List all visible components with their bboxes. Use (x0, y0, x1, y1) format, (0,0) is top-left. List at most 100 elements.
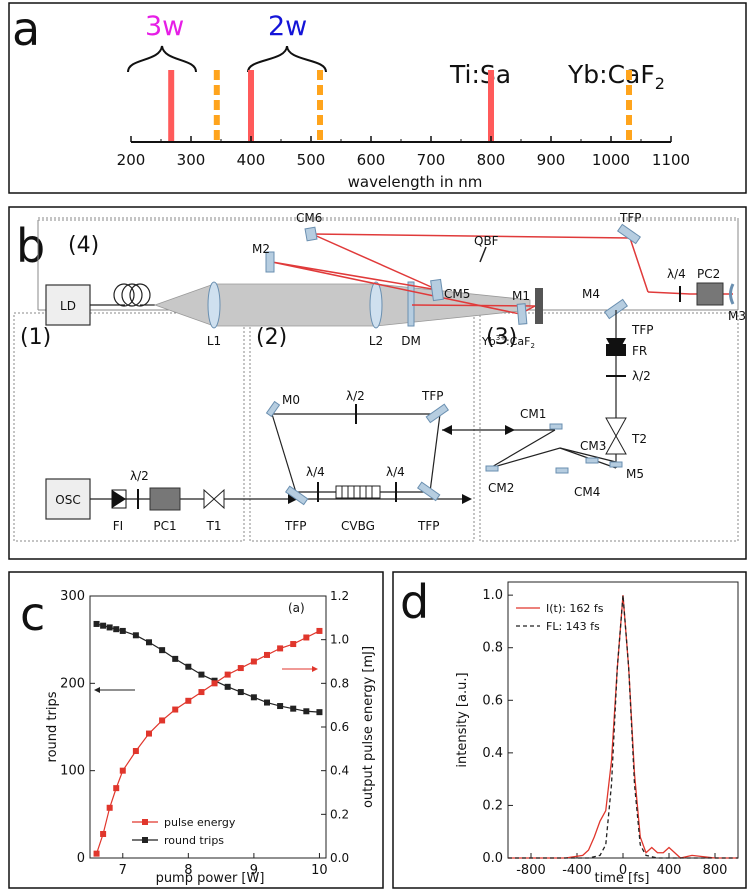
label-tfp-2b: TFP (284, 519, 306, 533)
panel-c-ytick-left-label: 100 (60, 764, 85, 779)
panel-d-xtick-label: -800 (516, 863, 546, 878)
pulse-energy-point (159, 717, 166, 724)
compressor-arrow-left (442, 425, 452, 435)
laser-diode-box (45, 284, 91, 326)
label-dm: DM (401, 334, 421, 348)
panel-d-ytick-label: 0.8 (482, 641, 503, 656)
round-trips-point (290, 705, 297, 712)
panel-a-tick-label: 800 (477, 151, 506, 169)
panel-c-xtick-label: 10 (311, 863, 328, 878)
panel-c-letter: c (20, 587, 45, 641)
round-trips-point (119, 627, 126, 634)
stretcher-out-arrow (462, 494, 472, 504)
label-cm3: CM3 (580, 439, 606, 453)
fourier-limit-trace (508, 595, 738, 859)
label-tisa: Ti:Sa (449, 60, 511, 89)
label-tfp-middle: TFP (631, 323, 653, 337)
panel-c-xtick-label: 9 (250, 863, 258, 878)
panel-d-xlabel: time [fs] (595, 871, 650, 886)
telescope-t2 (605, 417, 627, 455)
panel-c-ytick-right-label: 1.2 (330, 589, 349, 603)
label-tfp-2a: TFP (421, 389, 443, 403)
mirror-cm2 (485, 465, 499, 472)
panel-c-frame (8, 571, 384, 889)
label-cm4: CM4 (574, 485, 600, 499)
mirror-cm5 (430, 278, 444, 302)
pulse-energy-point (119, 767, 126, 774)
round-trips-point (316, 709, 323, 716)
panel-b-letter: b (16, 219, 45, 273)
round-trips-point (198, 671, 205, 678)
panel-d-ylabel: intensity [a.u.] (455, 672, 470, 767)
tfp-2a (284, 485, 309, 506)
qbf-element (479, 246, 487, 263)
mirror-m0 (265, 400, 281, 418)
label-3w: 3w (145, 11, 184, 42)
pulse-energy-point (264, 651, 270, 658)
round-trips-point (113, 626, 120, 633)
compressor-path-2 (559, 447, 617, 463)
label-ybcaf: Yb:CaF2 (567, 60, 665, 93)
panel-c-data (93, 620, 323, 857)
pulse-energy-point (106, 804, 113, 811)
round-trips-point (159, 647, 166, 654)
pulse-energy-point (237, 665, 244, 672)
fiber-coil (90, 283, 155, 307)
label-pc1: PC1 (153, 519, 176, 533)
label-lambda2-2: λ/2 (346, 389, 365, 403)
beam-path-crystal (411, 304, 536, 307)
compressor-arrow-right (505, 425, 515, 435)
label-tfp-top: TFP (619, 211, 641, 225)
legend-round-trips: round trips (164, 834, 224, 847)
pulse-energy-point (100, 830, 107, 837)
mirror-cm3 (585, 457, 599, 464)
panel-c-ytick-right-label: 0.4 (330, 764, 349, 778)
round-trips-point (250, 694, 257, 701)
stretcher-path-left (271, 413, 299, 500)
round-trips-point (93, 620, 100, 627)
panel-c-ylabel-left: round trips (45, 691, 60, 762)
telescope-t1 (203, 488, 225, 510)
label-pc2: PC2 (697, 267, 720, 281)
panel-d-ytick-label: 0.0 (482, 851, 503, 866)
panel-c-ytick-right-label: 0.6 (330, 720, 349, 734)
label-m0: M0 (282, 393, 300, 407)
label-fr: FR (632, 344, 647, 358)
tfp-2b (425, 403, 450, 424)
panel-d-xtick-label: 0 (619, 863, 627, 878)
round-trips-point (146, 639, 152, 646)
pockels-cell-pc1 (149, 487, 181, 511)
label-lambda2-1: λ/2 (130, 469, 149, 483)
faraday-isolator-frame (111, 489, 127, 509)
panel-d-letter: d (400, 575, 429, 629)
round-trips-point (303, 708, 310, 715)
label-cvbg: CVBG (341, 519, 375, 533)
label-cm2: CM2 (488, 481, 514, 495)
label-l1: L1 (207, 334, 221, 348)
arrow-head-right (312, 666, 318, 672)
panel-a-tick-label: 300 (177, 151, 206, 169)
mirror-cm4 (555, 467, 569, 474)
label-m5: M5 (626, 467, 644, 481)
panel-d-plot-area (507, 581, 739, 859)
panel-d-frame (392, 571, 747, 889)
brace-2w (247, 45, 327, 73)
round-trips-point (237, 689, 244, 696)
panel-a-axis: 200 300 400 500 600 700 800 900 1000 1100 (117, 136, 690, 169)
pulse-energy-point (113, 785, 120, 792)
pulse-energy-point (93, 850, 100, 857)
round-trips-point (277, 703, 284, 710)
label-2w: 2w (268, 11, 307, 42)
mirror-m5 (609, 461, 623, 468)
label-lambda2-fr: λ/2 (632, 369, 651, 383)
panel-a-letter: a (12, 2, 40, 56)
round-trips-point (264, 699, 270, 706)
pulse-energy-point (211, 680, 218, 687)
section-2-label: (2) (256, 325, 287, 350)
cvbg-grating (335, 485, 381, 499)
label-osc: OSC (55, 493, 80, 507)
panel-d-ytick-label: 0.6 (482, 693, 503, 708)
arrow-head-left (94, 687, 100, 693)
label-cm1: CM1 (520, 407, 546, 421)
pulse-energy-point (316, 627, 323, 634)
